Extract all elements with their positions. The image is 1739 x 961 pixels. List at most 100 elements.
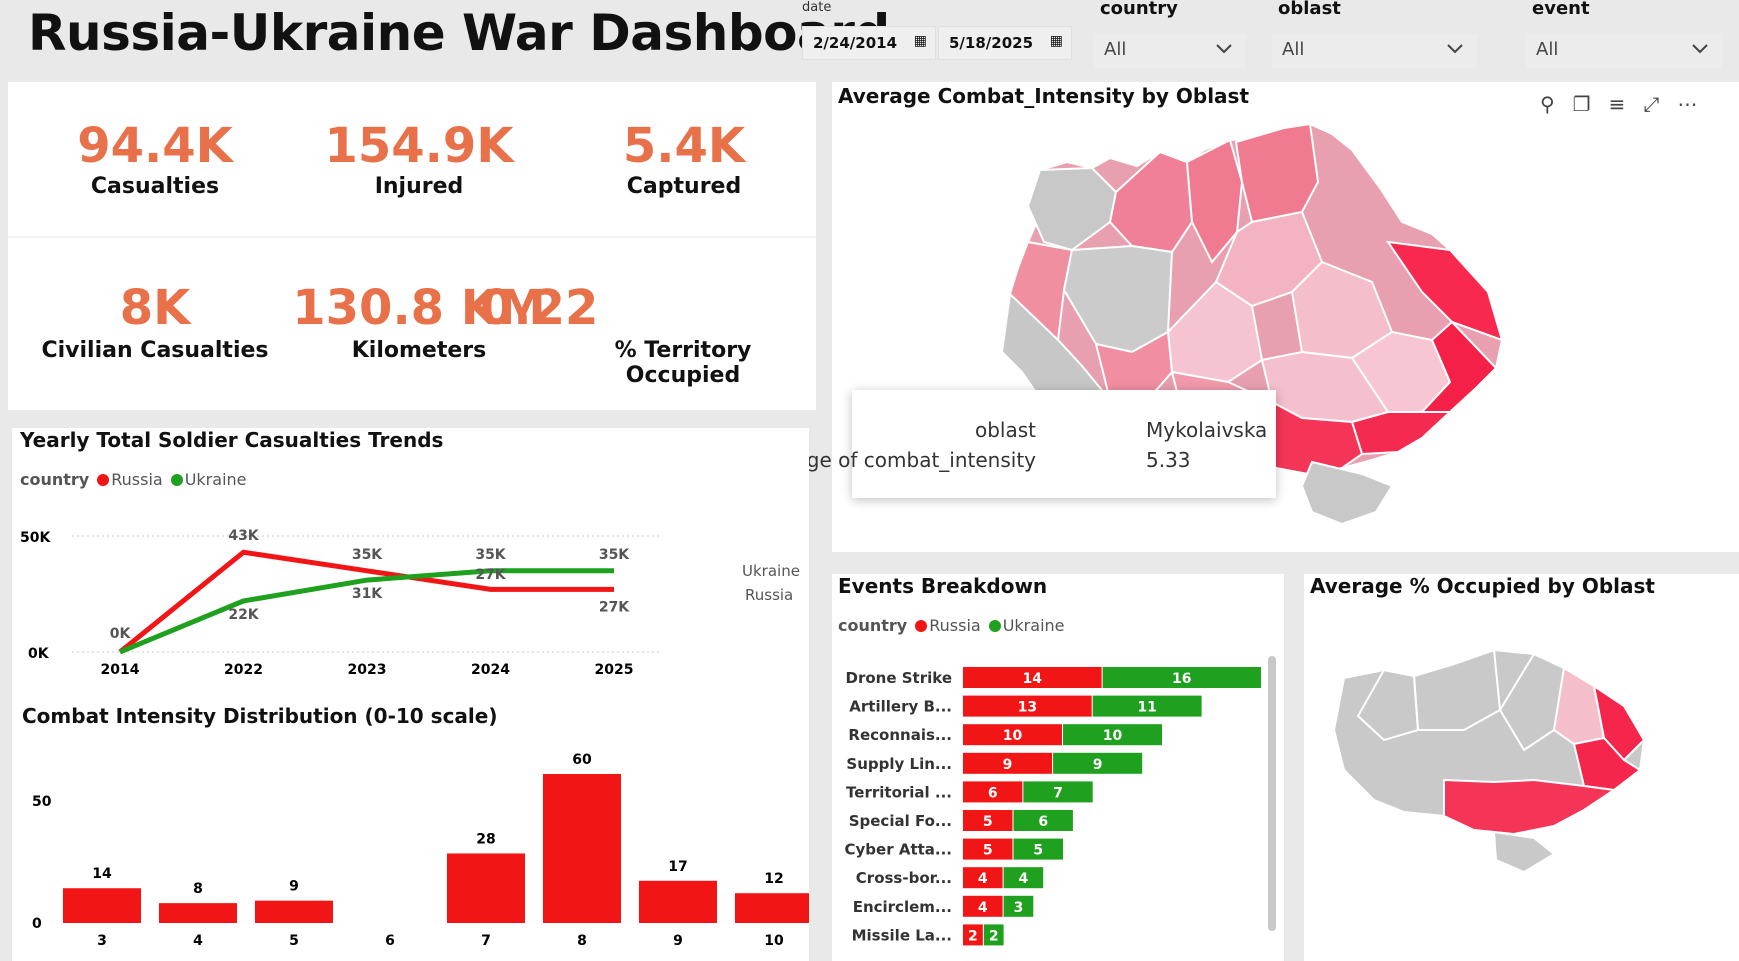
data-label-ukraine: 5 [1033,843,1043,859]
bar [543,774,621,923]
calendar-icon[interactable]: ▦ [1049,33,1063,49]
date-end-input[interactable]: 5/18/2025 ▦ [938,26,1072,60]
y-tick-label: 50 [32,794,52,810]
data-label-ukraine: 2 [989,928,999,944]
kpi-captured-label: Captured [626,174,742,199]
occupied-map-crimea-region[interactable] [1492,830,1556,874]
focus-mode-icon[interactable]: ⤢ [1643,92,1678,116]
bar-ukraine [1053,752,1143,774]
bar [447,853,525,923]
bar [735,893,809,923]
kpi-injured-value: 154.9K [324,118,514,174]
bar-ukraine [1063,724,1162,746]
x-tick-label: 2024 [471,662,510,678]
country-slicer-label: country [1100,0,1178,19]
kpi-civilian-label: Civilian Casualties [41,338,269,363]
events-scrollbar[interactable] [1268,656,1276,931]
legend-ukraine-dot [988,620,1001,632]
event-dropdown-value: All [1536,39,1559,60]
bar-data-label: 9 [289,879,299,895]
bar [255,900,333,923]
bar-russia [963,838,1013,860]
x-tick-label: 2023 [348,662,387,678]
bar-data-label: 28 [476,831,495,847]
bar-ukraine [1092,695,1202,717]
bar-data-label: 60 [572,752,592,768]
occupied-map-region[interactable] [1412,648,1502,731]
oblast-dropdown-value: All [1282,39,1305,60]
chevron-down-icon [1216,44,1232,54]
line-chart-panel [12,428,809,704]
legend-title: country [20,470,90,489]
data-label-russia: 5 [983,814,993,830]
kpi-casualties-label: Casualties [90,174,220,199]
category-label: Cross-bor... [856,869,952,887]
category-label: Drone Strike [846,669,953,687]
x-tick-label: 4 [193,933,203,949]
map-crimea-region[interactable] [1300,460,1394,526]
map-region[interactable] [1419,320,1498,413]
data-label-ukraine: 22K [228,607,259,623]
copy-icon[interactable]: ❐ [1572,92,1609,116]
category-label: Artillery B... [849,698,952,716]
country-dropdown[interactable]: All [1094,34,1246,68]
calendar-icon[interactable]: ▦ [913,33,927,49]
x-tick-label: 8 [577,933,587,949]
map-region[interactable] [1350,411,1453,456]
data-label-russia: 35K [352,547,383,563]
bar-russia [963,752,1053,774]
data-label-russia: 6 [988,785,998,801]
bar [639,880,717,923]
chevron-down-icon [1447,44,1463,54]
bar-russia [963,781,1023,803]
bar-ukraine [1003,895,1034,917]
data-label-ukraine: 3 [1014,900,1024,916]
events-chart: Drone Strike 14 16 Artillery B... 13 11 Reconn… [845,667,1261,946]
data-label-russia: 27K [475,567,506,583]
tooltip-key-oblast: oblast [974,418,1036,442]
data-label-ukraine: 31K [352,586,383,602]
date-slicer-label: date [802,0,832,15]
more-options-icon[interactable]: ⋯ [1677,92,1716,116]
occupied-map-region[interactable] [1592,683,1646,762]
oblast-slicer-label: oblast [1278,0,1341,19]
filter-icon[interactable]: ≡ [1608,92,1644,116]
line-series-ukraine [119,568,614,655]
data-label-ukraine: 9 [1093,757,1103,773]
pin-icon[interactable]: ⚲ [1540,92,1573,116]
kpi-casualties-value: 94.4K [77,118,233,174]
legend-ukraine-label: Ukraine [1002,616,1065,635]
occupied-map-region[interactable] [1552,666,1606,746]
x-tick-label: 10 [764,933,784,949]
data-label-ukraine: 35K [599,547,630,563]
category-label: Supply Lin... [846,755,952,773]
event-dropdown[interactable]: All [1526,34,1722,68]
y-tick-label: 0K [28,646,50,662]
x-tick-label: 2025 [595,662,634,678]
bar-russia [963,810,1013,831]
bar-data-label: 14 [92,866,112,882]
oblast-dropdown[interactable]: All [1272,34,1477,68]
map-region[interactable] [1026,166,1118,252]
occupied-map-region[interactable] [1443,778,1617,836]
map-tooltip: oblast Mykolaivska Average of combat_int… [750,390,1276,498]
map-region[interactable] [1234,122,1320,224]
category-label: Encirclem... [853,898,952,916]
tooltip-value-intensity: 5.33 [1146,448,1191,472]
kpi-divider [8,236,816,238]
bar [63,888,141,923]
y-tick-label: 50K [20,530,51,546]
occupied-map-region[interactable] [1356,668,1420,742]
category-label: Cyber Atta... [845,841,952,859]
line-series-russia [118,549,614,654]
x-tick-label: 5 [289,933,299,949]
date-start-input[interactable]: 2/24/2014 ▦ [802,26,936,60]
legend-russia-label: Russia [111,470,163,489]
map-region[interactable] [1108,150,1194,254]
events-legend: country Russia Ukraine [838,616,1065,635]
country-dropdown-value: All [1104,39,1127,60]
title-bar [0,0,800,80]
legend-russia-dot [97,474,110,486]
data-label-ukraine: 0K [110,626,132,642]
map-region[interactable] [1385,240,1504,342]
